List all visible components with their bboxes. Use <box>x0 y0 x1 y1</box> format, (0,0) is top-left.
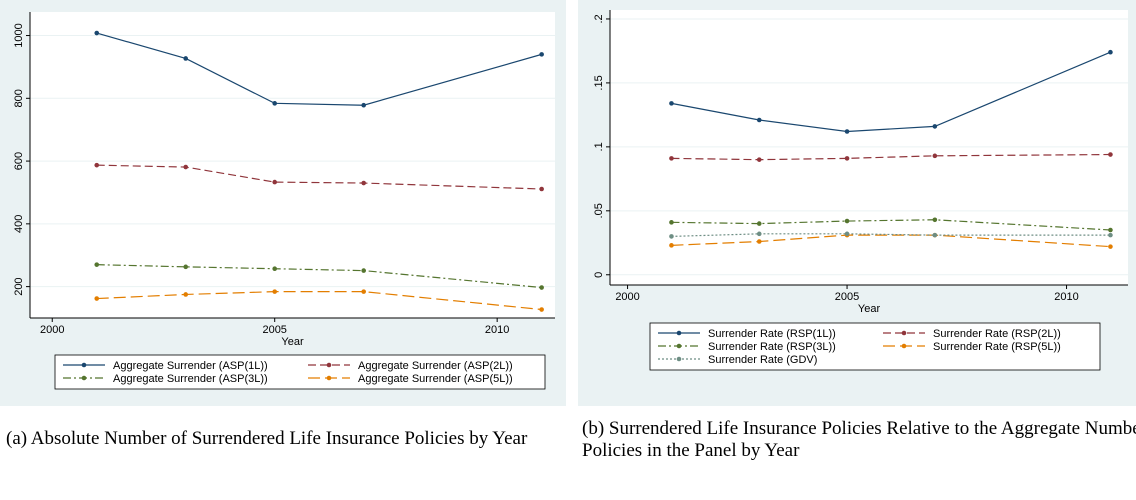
legend-label: Aggregate Surrender (ASP(2L)) <box>358 360 513 372</box>
data-point <box>669 220 674 225</box>
data-point <box>183 164 189 170</box>
data-point <box>932 217 938 223</box>
x-axis-label: Year <box>281 336 304 348</box>
data-point <box>94 296 100 301</box>
x-axis-label: Year <box>858 303 881 315</box>
y-tick-label: 0 <box>593 272 605 278</box>
series-line <box>671 219 1111 231</box>
series-line <box>671 233 1111 237</box>
legend-label: Aggregate Surrender (ASP(1L)) <box>113 360 268 372</box>
legend-label: Surrender Rate (GDV) <box>708 354 817 366</box>
data-point <box>932 232 938 238</box>
legend-label: Aggregate Surrender (ASP(3L)) <box>113 373 268 385</box>
data-point <box>272 266 278 272</box>
x-tick-label: 2000 <box>615 291 639 303</box>
legend-marker <box>676 343 682 349</box>
legend-label: Surrender Rate (RSP(2L)) <box>933 328 1061 340</box>
data-point <box>669 234 674 239</box>
y-tick-label: .15 <box>593 75 605 90</box>
data-point <box>844 231 850 237</box>
y-tick-label: .2 <box>593 14 605 23</box>
caption: (a) Absolute Number of Surrendered Life … <box>6 428 528 449</box>
data-point <box>539 186 544 192</box>
data-point <box>756 221 762 226</box>
data-point <box>932 124 938 129</box>
data-point <box>183 56 189 61</box>
y-tick-label: .1 <box>593 142 605 151</box>
data-point <box>669 243 674 248</box>
legend-label: Surrender Rate (RSP(5L)) <box>933 341 1061 353</box>
data-point <box>756 157 762 162</box>
legend-marker <box>326 375 332 381</box>
x-tick-label: 2005 <box>262 324 286 336</box>
chart: 0 .05 .1 .15 .2 2000 2005 2010 Year Surrender Rat… <box>578 0 1136 406</box>
legend-marker <box>326 362 332 368</box>
legend-label: Aggregate Surrender (ASP(5L)) <box>358 373 513 385</box>
data-point <box>361 102 366 108</box>
legend-label: Surrender Rate (RSP(1L)) <box>708 328 836 340</box>
y-tick-label: 600 <box>13 152 25 170</box>
data-point <box>756 231 762 237</box>
data-point <box>539 52 544 57</box>
data-point <box>272 289 278 294</box>
data-point <box>94 30 100 36</box>
caption: (b) Surrendered Life Insurance Policies … <box>582 418 1136 461</box>
data-point <box>1108 227 1113 233</box>
series-line <box>96 164 542 190</box>
data-point <box>361 289 366 294</box>
plot-area <box>30 12 555 318</box>
data-point <box>1108 152 1113 157</box>
data-point <box>539 285 544 290</box>
data-point <box>272 179 278 185</box>
data-point <box>669 156 674 161</box>
x-tick-label: 2005 <box>835 291 859 303</box>
data-point <box>94 162 100 168</box>
y-tick-label: 200 <box>13 277 25 295</box>
legend-marker <box>676 330 682 336</box>
x-tick-label: 2010 <box>1054 291 1078 303</box>
x-tick-label: 2010 <box>485 324 509 336</box>
data-point <box>932 153 938 159</box>
legend-marker <box>81 362 87 368</box>
data-point <box>844 129 850 134</box>
data-point <box>756 117 762 123</box>
legend-label: Surrender Rate (RSP(3L)) <box>708 341 836 353</box>
data-point <box>1108 232 1113 238</box>
y-tick-label: 400 <box>13 215 25 233</box>
data-point <box>361 180 366 186</box>
y-tick-label: 1000 <box>13 23 25 47</box>
data-point <box>1108 244 1113 249</box>
y-tick-label: 800 <box>13 89 25 107</box>
data-point <box>844 218 850 224</box>
legend-marker <box>676 356 682 362</box>
chart: 200 400 600 800 1000 2000 2005 2010 Year Aggregat… <box>0 0 566 406</box>
legend-marker <box>901 330 907 336</box>
data-point <box>94 262 100 267</box>
data-point <box>756 239 762 244</box>
data-point <box>539 307 544 312</box>
legend-box <box>649 322 1101 371</box>
data-point <box>183 292 189 297</box>
legend-marker <box>81 375 87 381</box>
data-point <box>183 264 189 270</box>
y-tick-label: .05 <box>593 203 605 218</box>
data-point <box>669 101 674 106</box>
data-point <box>1108 49 1113 55</box>
legend-box <box>54 354 546 390</box>
data-point <box>844 156 850 161</box>
x-tick-label: 2000 <box>40 324 64 336</box>
data-point <box>361 268 366 273</box>
data-point <box>272 101 278 106</box>
plot-area <box>610 10 1128 285</box>
legend-marker <box>901 343 907 349</box>
